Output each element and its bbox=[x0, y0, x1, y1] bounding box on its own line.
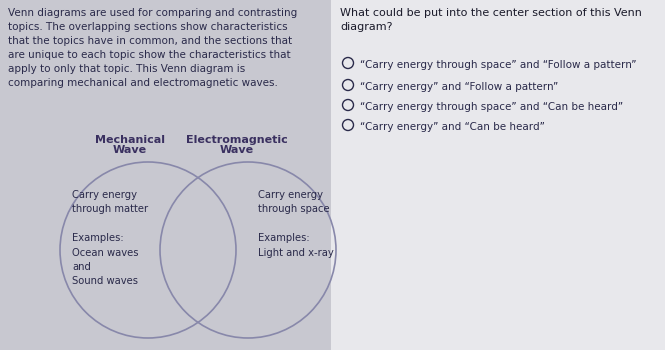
Text: “Carry energy through space” and “Can be heard”: “Carry energy through space” and “Can be… bbox=[360, 102, 623, 112]
Text: Wave: Wave bbox=[113, 145, 147, 155]
Bar bbox=[331, 0, 665, 350]
Text: “Carry energy through space” and “Follow a pattern”: “Carry energy through space” and “Follow… bbox=[360, 60, 636, 70]
Text: Venn diagrams are used for comparing and contrasting
topics. The overlapping sec: Venn diagrams are used for comparing and… bbox=[8, 8, 297, 88]
Text: Electromagnetic: Electromagnetic bbox=[186, 135, 288, 145]
Text: Mechanical: Mechanical bbox=[95, 135, 165, 145]
Text: What could be put into the center section of this Venn
diagram?: What could be put into the center sectio… bbox=[340, 8, 642, 32]
Text: “Carry energy” and “Can be heard”: “Carry energy” and “Can be heard” bbox=[360, 122, 545, 132]
Text: Carry energy
through matter

Examples:
Ocean waves
and
Sound waves: Carry energy through matter Examples: Oc… bbox=[72, 190, 148, 286]
Text: Carry energy
through space

Examples:
Light and x-ray: Carry energy through space Examples: Lig… bbox=[258, 190, 334, 258]
Text: Wave: Wave bbox=[220, 145, 254, 155]
Text: “Carry energy” and “Follow a pattern”: “Carry energy” and “Follow a pattern” bbox=[360, 82, 558, 92]
